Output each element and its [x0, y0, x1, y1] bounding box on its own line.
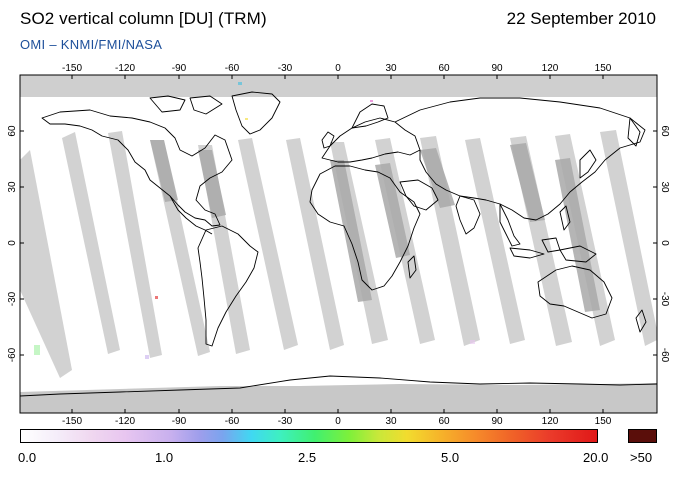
- lat-labels-right: 60 30 0 -30 -60: [659, 125, 670, 362]
- lat-label: 0: [659, 240, 670, 246]
- data-source: OMI – KNMI/FMI/NASA: [20, 37, 163, 52]
- colorbar-label: 20.0: [583, 450, 609, 465]
- lon-labels-bottom: -150 -120 -90 -60 -30 0 30 60 90 120 150: [62, 416, 612, 427]
- lat-label: 60: [7, 125, 18, 137]
- lat-label: -30: [7, 291, 18, 306]
- tick-marks: [20, 75, 657, 413]
- colorbar: [20, 429, 598, 443]
- lon-label: 120: [542, 63, 559, 74]
- lat-label: -60: [7, 347, 18, 362]
- lon-label: 30: [385, 416, 397, 427]
- lon-label: -120: [115, 416, 135, 427]
- south-polar-band: [20, 383, 657, 413]
- lon-label: -90: [172, 416, 187, 427]
- lat-label: 30: [7, 181, 18, 193]
- lon-label: -120: [115, 63, 135, 74]
- colorbar-overflow-swatch: [628, 429, 657, 443]
- north-polar-band: [20, 75, 657, 97]
- lon-label: 120: [542, 416, 559, 427]
- so2-speckle: [34, 82, 475, 359]
- lat-label: 30: [659, 181, 670, 193]
- lon-label: 150: [595, 63, 612, 74]
- lat-label: -30: [659, 292, 670, 307]
- colorbar-overflow-label: >50: [630, 450, 653, 465]
- lat-labels-left: 60 30 0 -30 -60: [7, 125, 18, 362]
- colorbar-label: 1.0: [155, 450, 174, 465]
- lat-label: 60: [659, 125, 670, 137]
- lon-label: -60: [225, 63, 240, 74]
- coastlines: [19, 91, 658, 397]
- lon-label: 0: [335, 416, 341, 427]
- lon-label: -30: [278, 63, 293, 74]
- lon-label: 90: [491, 416, 503, 427]
- map-title: SO2 vertical column [DU] (TRM): [20, 9, 267, 28]
- lon-label: -150: [62, 416, 82, 427]
- colorbar-label: 0.0: [18, 450, 37, 465]
- lon-label: 0: [335, 63, 341, 74]
- lon-label: -60: [225, 416, 240, 427]
- colorbar-label: 2.5: [298, 450, 317, 465]
- map-area: [20, 75, 657, 413]
- lon-label: 60: [438, 63, 450, 74]
- lon-labels-top: -150 -120 -90 -60 -30 0 30 60 90 120 150: [62, 63, 612, 74]
- lat-label: -60: [659, 348, 670, 363]
- lon-label: 60: [438, 416, 450, 427]
- colorbar-label: 5.0: [441, 450, 460, 465]
- lat-label: 0: [7, 240, 18, 246]
- map-date: 22 September 2010: [506, 9, 656, 28]
- lon-label: -30: [278, 416, 293, 427]
- lon-label: -150: [62, 63, 82, 74]
- lon-label: 150: [595, 416, 612, 427]
- lon-label: 30: [385, 63, 397, 74]
- lon-label: 90: [491, 63, 503, 74]
- lon-label: -90: [172, 63, 187, 74]
